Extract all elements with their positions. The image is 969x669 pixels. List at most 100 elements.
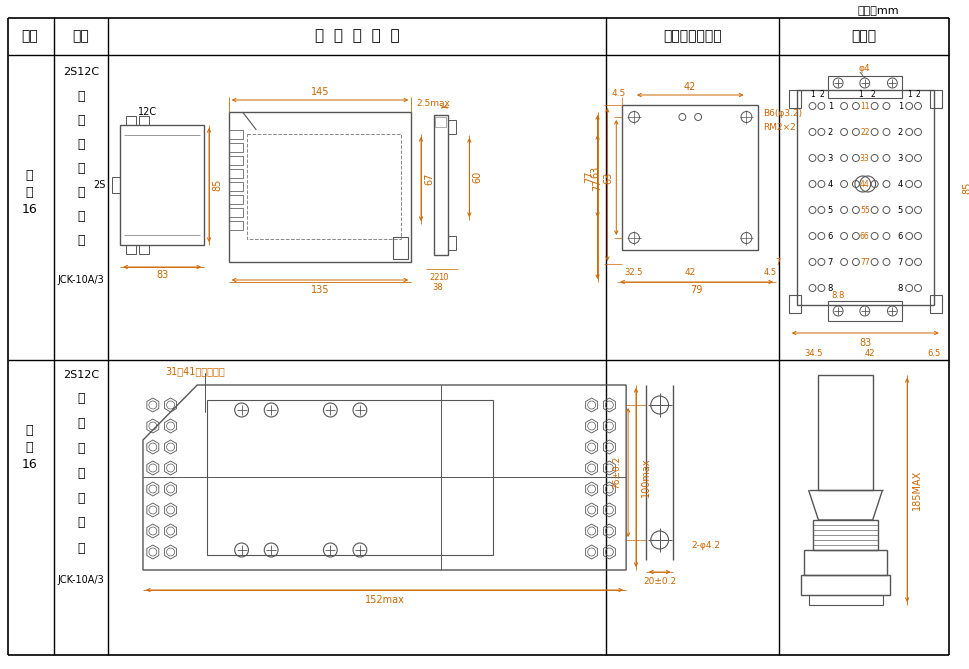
Bar [229,195,242,204]
Bar [828,301,901,321]
Text: 图号: 图号 [21,29,38,43]
Text: 端子图: 端子图 [851,29,875,43]
Text: 44: 44 [859,179,869,189]
Text: 145: 145 [310,87,328,97]
Text: 33: 33 [859,153,869,163]
Text: 板: 板 [77,161,84,175]
Bar [799,575,890,595]
Text: 2S12C: 2S12C [63,67,99,77]
Text: 42: 42 [684,268,695,276]
Text: 8: 8 [896,284,902,292]
Text: RM2×2: RM2×2 [763,122,796,132]
Text: 6.5: 6.5 [926,349,940,357]
Bar [448,236,455,250]
Text: 11: 11 [860,102,868,110]
Text: 1: 1 [906,90,911,98]
Text: 10: 10 [438,272,449,282]
Bar [126,116,136,125]
Bar [788,295,799,313]
Text: 66: 66 [859,231,869,240]
Text: 7: 7 [774,258,780,266]
Bar [828,76,901,98]
Text: 结构: 结构 [73,29,89,43]
Text: 63: 63 [603,171,612,183]
Bar [818,375,872,490]
Text: 85: 85 [961,181,969,194]
Text: 22: 22 [429,272,440,282]
Text: 出: 出 [77,114,84,126]
Bar [393,237,408,259]
Text: 安装开孔尺寸图: 安装开孔尺寸图 [662,29,721,43]
Text: 前: 前 [77,492,84,504]
Text: 42: 42 [863,349,874,357]
Bar [788,90,799,108]
Text: 式: 式 [77,442,84,454]
Text: 83: 83 [156,270,169,280]
Text: 图: 图 [26,440,33,454]
Bar [139,245,148,254]
Bar [229,156,242,165]
Text: 100max: 100max [641,457,650,497]
Bar [802,550,887,575]
Text: 2: 2 [869,90,874,98]
Bar [433,115,448,255]
Text: 2.5max: 2.5max [416,98,450,108]
Text: 5: 5 [896,205,902,215]
Bar [448,120,455,134]
Text: 2: 2 [896,128,902,136]
Text: 7: 7 [827,258,832,266]
Bar [246,134,401,239]
Text: 外  形  尺  寸  图: 外 形 尺 寸 图 [314,29,399,43]
Text: 67: 67 [423,173,433,185]
Bar [434,117,445,127]
Text: 16: 16 [21,203,38,215]
Text: 单位：mm: 单位：mm [857,6,898,16]
Text: 3: 3 [896,153,902,163]
Text: 凸: 凸 [77,391,84,405]
Text: 线: 线 [77,541,84,555]
Bar [813,520,877,550]
Text: 22: 22 [860,128,868,136]
Text: 55: 55 [859,205,869,215]
Text: 2: 2 [827,128,832,136]
Text: 60: 60 [472,171,482,183]
Text: 34.5: 34.5 [803,349,822,357]
Bar [139,116,148,125]
Text: 接: 接 [77,516,84,529]
Text: 2: 2 [818,90,823,98]
Text: 85: 85 [211,179,222,191]
Text: 8: 8 [827,284,832,292]
Text: 1: 1 [858,90,862,98]
Bar [206,400,492,555]
Text: 2S: 2S [93,180,106,190]
Text: 4: 4 [896,179,902,189]
Text: 32.5: 32.5 [624,268,642,276]
Text: 77: 77 [859,258,869,266]
Text: 图: 图 [26,185,33,199]
Text: 12C: 12C [138,107,157,117]
Text: 凸: 凸 [77,90,84,102]
Text: 83: 83 [859,338,870,348]
Text: 板: 板 [77,466,84,480]
Text: 1: 1 [827,102,832,110]
Text: 4.5: 4.5 [610,88,625,98]
Bar [229,169,242,178]
Text: 2-φ4.2: 2-φ4.2 [691,541,720,549]
Text: JCK-10A/3: JCK-10A/3 [57,275,104,285]
Text: 后: 后 [77,185,84,199]
Text: 6: 6 [827,231,832,240]
Text: 式: 式 [77,138,84,151]
Bar [126,245,136,254]
Text: φ4: φ4 [859,64,870,72]
Text: 16: 16 [21,458,38,470]
Text: 38: 38 [431,282,442,292]
Bar [796,90,933,305]
Text: 20±0.2: 20±0.2 [642,577,675,587]
Text: 31、41为电流端子: 31、41为电流端子 [166,366,225,376]
Bar [929,90,941,108]
Text: 1: 1 [896,102,902,110]
Bar [229,143,242,152]
Text: 135: 135 [310,285,328,295]
Text: 4.5: 4.5 [763,268,775,276]
Bar [120,125,203,245]
